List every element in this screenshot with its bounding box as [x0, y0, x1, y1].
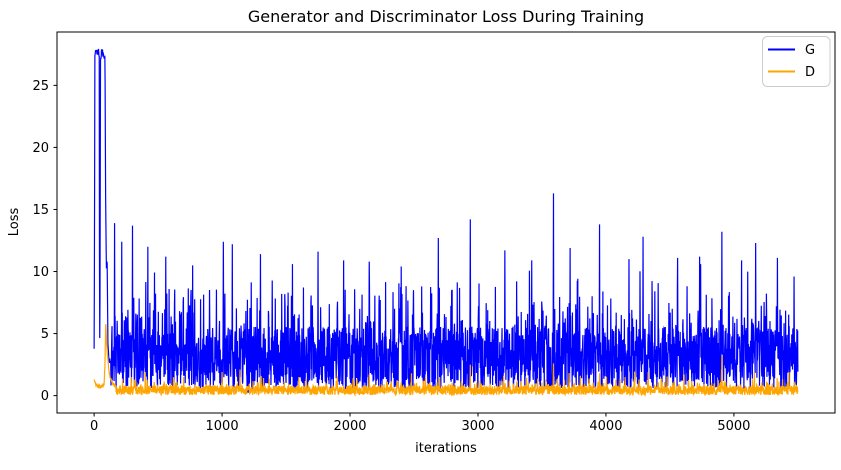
y-tick-label: 20	[32, 141, 49, 156]
x-tick-label: 1000	[206, 419, 239, 434]
x-tick-label: 3000	[461, 419, 494, 434]
legend-label-g: G	[805, 43, 815, 58]
legend-label-d: D	[805, 65, 815, 80]
chart-title: Generator and Discriminator Loss During …	[248, 7, 644, 26]
d-loss-line	[93, 324, 799, 398]
x-tick-label: 5000	[717, 419, 750, 434]
y-tick-label: 0	[41, 389, 49, 404]
y-tick-label: 10	[32, 265, 49, 280]
y-tick-label: 5	[41, 327, 49, 342]
y-axis-label: Loss	[7, 208, 22, 237]
series-group	[93, 48, 799, 398]
ticks-group: 0 1000 2000 3000 4000 5000 0 5 10 15 20 25	[32, 79, 750, 434]
y-tick-label: 15	[32, 203, 49, 218]
axes-spines	[56, 31, 836, 414]
g-loss-line	[93, 48, 799, 393]
y-tick-label: 25	[32, 79, 49, 94]
x-tick-label: 4000	[589, 419, 622, 434]
legend: G D	[762, 36, 831, 87]
x-axis-label: iterations	[415, 441, 477, 456]
x-tick-label: 2000	[333, 419, 366, 434]
legend-box	[762, 36, 831, 87]
x-tick-label: 0	[90, 419, 98, 434]
